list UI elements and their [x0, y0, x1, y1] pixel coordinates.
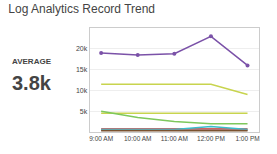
svg-text:9:00 AM: 9:00 AM	[89, 135, 113, 142]
svg-text:10:00 AM: 10:00 AM	[124, 135, 151, 142]
svg-text:10k: 10k	[76, 87, 88, 94]
svg-text:15k: 15k	[76, 66, 88, 73]
svg-text:11:00 AM: 11:00 AM	[161, 135, 188, 142]
svg-text:AVERAGE: AVERAGE	[12, 57, 52, 66]
svg-text:5k: 5k	[80, 108, 88, 115]
svg-text:12:00 PM: 12:00 PM	[197, 135, 225, 142]
svg-text:3.8k: 3.8k	[12, 72, 52, 94]
svg-text:1:00 PM: 1:00 PM	[235, 135, 259, 142]
svg-text:20k: 20k	[76, 45, 88, 52]
svg-text:Log Analytics Record Trend: Log Analytics Record Trend	[8, 2, 155, 16]
